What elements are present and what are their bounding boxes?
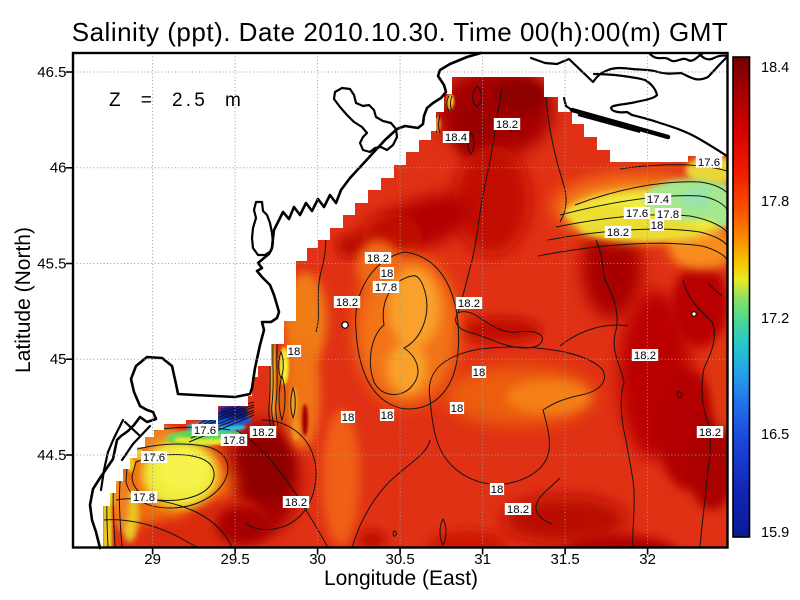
svg-text:18: 18 (381, 268, 394, 280)
svg-text:Salinity (ppt). Date 2010.10.3: Salinity (ppt). Date 2010.10.30. Time 00… (72, 17, 729, 47)
svg-text:18.2: 18.2 (699, 427, 721, 439)
svg-text:32: 32 (639, 551, 656, 568)
svg-text:17.8: 17.8 (657, 209, 679, 221)
svg-text:29: 29 (144, 551, 161, 568)
svg-text:17.8: 17.8 (223, 435, 245, 447)
svg-text:31.5: 31.5 (550, 551, 579, 568)
svg-text:29.5: 29.5 (220, 551, 249, 568)
svg-text:17.4: 17.4 (647, 194, 669, 206)
svg-text:18: 18 (651, 220, 664, 232)
svg-text:45.5: 45.5 (37, 255, 66, 272)
svg-text:16.5: 16.5 (761, 427, 789, 443)
svg-text:18.2: 18.2 (507, 504, 529, 516)
svg-text:18: 18 (288, 346, 301, 358)
svg-text:Z = 2.5 m: Z = 2.5 m (109, 90, 244, 111)
svg-text:17.8: 17.8 (133, 492, 155, 504)
svg-text:17.8: 17.8 (375, 282, 397, 294)
svg-text:46.5: 46.5 (37, 64, 66, 81)
svg-text:18.2: 18.2 (336, 297, 358, 309)
svg-text:17.6: 17.6 (143, 452, 165, 464)
svg-text:18.4: 18.4 (445, 132, 467, 144)
svg-text:17.6: 17.6 (194, 425, 216, 437)
svg-text:17.6: 17.6 (626, 208, 648, 220)
svg-text:18: 18 (451, 403, 464, 415)
svg-text:18.2: 18.2 (607, 227, 629, 239)
svg-text:18: 18 (342, 412, 355, 424)
svg-text:18: 18 (381, 410, 394, 422)
svg-text:18.2: 18.2 (367, 253, 389, 265)
svg-text:17.6: 17.6 (698, 157, 720, 169)
svg-text:30: 30 (309, 551, 326, 568)
svg-text:31: 31 (474, 551, 491, 568)
svg-text:18.2: 18.2 (285, 497, 307, 509)
svg-text:46: 46 (50, 160, 67, 177)
svg-text:18.4: 18.4 (761, 60, 789, 76)
svg-text:18.2: 18.2 (634, 350, 656, 362)
svg-text:18.2: 18.2 (458, 298, 480, 310)
svg-text:17.2: 17.2 (761, 311, 789, 327)
svg-text:45: 45 (50, 351, 67, 368)
svg-text:18.2: 18.2 (252, 427, 274, 439)
svg-text:30.5: 30.5 (385, 551, 414, 568)
svg-text:15.9: 15.9 (761, 525, 789, 541)
svg-text:18: 18 (491, 484, 504, 496)
svg-text:44.5: 44.5 (37, 447, 66, 464)
svg-text:18.2: 18.2 (496, 119, 518, 131)
svg-text:18: 18 (473, 367, 486, 379)
svg-text:17.8: 17.8 (761, 194, 789, 210)
svg-text:Longitude (East): Longitude (East) (324, 567, 478, 590)
svg-text:Latitude (North): Latitude (North) (12, 227, 35, 373)
